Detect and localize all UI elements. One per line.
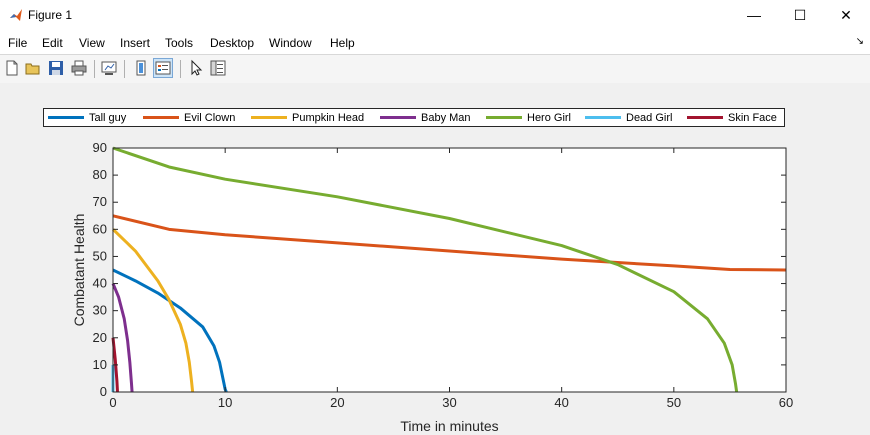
open-file-icon[interactable] xyxy=(24,59,42,77)
maximize-button[interactable]: ☐ xyxy=(793,6,807,23)
legend-icon[interactable] xyxy=(153,58,173,78)
property-inspector-icon[interactable] xyxy=(209,59,227,77)
x-tick-label: 0 xyxy=(109,395,116,410)
series-line-hero-girl[interactable] xyxy=(112,146,739,393)
series-line-tall-guy[interactable] xyxy=(112,268,228,393)
x-tick-label: 10 xyxy=(218,395,232,410)
legend-label: Hero Girl xyxy=(527,111,572,124)
y-tick-label: 60 xyxy=(93,221,107,236)
menu-tools[interactable]: Tools xyxy=(165,36,194,50)
legend-entry-baby-man: Baby Man xyxy=(380,109,471,126)
series-line-baby-man[interactable] xyxy=(111,282,134,393)
legend[interactable]: Tall guy Evil Clown Pumpkin Head Baby Ma… xyxy=(43,108,785,127)
legend-label: Evil Clown xyxy=(184,111,236,124)
axes-background xyxy=(113,148,786,392)
toolbar-separator xyxy=(94,60,95,78)
close-button[interactable]: ✕ xyxy=(840,6,852,23)
legend-entry-pumpkin-head: Pumpkin Head xyxy=(251,109,364,126)
y-tick-label: 90 xyxy=(93,140,107,155)
print-icon[interactable] xyxy=(70,59,88,77)
menu-desktop[interactable]: Desktop xyxy=(210,36,255,50)
legend-label: Dead Girl xyxy=(626,111,673,124)
ticks-group: 0 10 20 30 40 50 60 0 10 20 30 40 50 60 70 80 90 xyxy=(93,140,794,410)
series-group xyxy=(111,146,787,393)
menu-file[interactable]: File xyxy=(8,36,28,50)
legend-line-swatch xyxy=(48,116,84,119)
x-tick-label: 20 xyxy=(330,395,344,410)
toolbar-separator xyxy=(124,60,125,78)
legend-entry-dead-girl: Dead Girl xyxy=(585,109,672,126)
legend-label: Baby Man xyxy=(421,111,471,124)
y-tick-label: 10 xyxy=(93,357,107,372)
legend-label: Pumpkin Head xyxy=(292,111,365,124)
new-figure-icon[interactable] xyxy=(3,59,21,77)
menu-insert[interactable]: Insert xyxy=(120,36,151,50)
legend-line-swatch xyxy=(251,116,287,119)
y-axis-label: Combatant Health xyxy=(71,214,87,327)
legend-entry-tall-guy: Tall guy xyxy=(48,109,126,126)
legend-line-swatch xyxy=(143,116,179,119)
y-tick-label: 20 xyxy=(93,330,107,345)
legend-line-swatch xyxy=(380,116,416,119)
y-tick-label: 80 xyxy=(93,167,107,182)
series-line-pumpkin-head[interactable] xyxy=(111,228,195,393)
save-icon[interactable] xyxy=(47,59,65,77)
y-tick-label: 30 xyxy=(93,303,107,318)
matlab-logo-icon xyxy=(10,9,22,21)
menu-window[interactable]: Window xyxy=(269,36,312,50)
x-tick-label: 60 xyxy=(779,395,793,410)
x-tick-label: 30 xyxy=(442,395,456,410)
series-line-evil-clown[interactable] xyxy=(112,214,787,272)
menu-view[interactable]: View xyxy=(79,36,105,50)
legend-entry-skin-face: Skin Face xyxy=(687,109,777,126)
menu-help[interactable]: Help xyxy=(330,36,355,50)
menu-edit[interactable]: Edit xyxy=(42,36,63,50)
colorbar-icon[interactable] xyxy=(132,59,150,77)
minimize-button[interactable]: — xyxy=(747,7,761,23)
legend-line-swatch xyxy=(687,116,723,119)
series-line-skin-face[interactable] xyxy=(111,337,119,393)
y-tick-label: 50 xyxy=(93,248,107,263)
x-tick-label: 40 xyxy=(554,395,568,410)
legend-line-swatch xyxy=(585,116,621,119)
link-plot-icon[interactable] xyxy=(100,59,118,77)
edit-plot-arrow-icon[interactable] xyxy=(187,59,205,77)
legend-label: Skin Face xyxy=(728,111,777,124)
y-tick-label: 0 xyxy=(100,384,107,399)
x-axis-label: Time in minutes xyxy=(400,418,498,434)
dock-figure-icon[interactable]: ↘ xyxy=(855,36,864,47)
window-title: Figure 1 xyxy=(28,8,73,22)
toolbar-separator xyxy=(180,60,181,78)
x-tick-label: 50 xyxy=(667,395,681,410)
legend-line-swatch xyxy=(486,116,522,119)
menu-bar: File Edit View Insert Tools Desktop Wind… xyxy=(0,30,870,54)
title-bar: Figure 1 — ☐ ✕ xyxy=(0,0,870,30)
legend-entry-hero-girl: Hero Girl xyxy=(486,109,571,126)
legend-label: Tall guy xyxy=(89,111,127,124)
y-tick-label: 70 xyxy=(93,194,107,209)
y-tick-label: 40 xyxy=(93,276,107,291)
legend-entry-evil-clown: Evil Clown xyxy=(143,109,235,126)
